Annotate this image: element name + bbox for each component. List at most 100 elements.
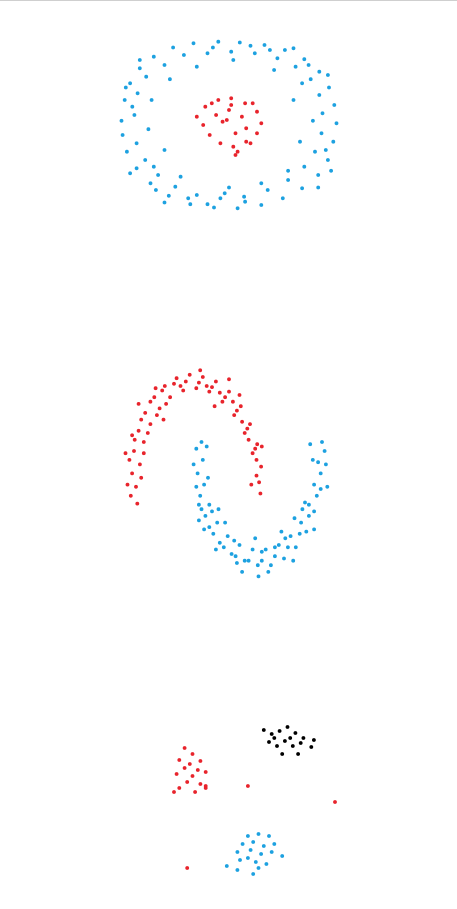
scatter-point-panel0-series0-46: [286, 178, 290, 182]
scatter-point-panel1-series0-47: [155, 413, 159, 417]
scatter-point-panel2-series2-9: [259, 852, 263, 856]
scatter-point-panel1-series0-43: [253, 446, 258, 451]
scatter-point-panel0-series0-60: [259, 181, 264, 186]
scatter-point-panel1-series1-28: [312, 482, 316, 487]
scatter-point-panel1-series0-5: [152, 395, 157, 400]
scatter-point-panel1-series1-37: [255, 563, 260, 568]
scatter-point-panel1-series0-59: [198, 368, 203, 373]
scatter-point-panel1-series1-34: [217, 540, 222, 545]
scatter-point-panel0-series0-64: [311, 118, 315, 123]
scatter-point-panel0-series1-13: [214, 113, 219, 117]
scatter-point-panel0-series1-22: [235, 149, 240, 154]
scatter-point-panel0-series0-62: [178, 174, 183, 179]
scatter-point-panel2-series2-18: [246, 856, 250, 860]
scatter-point-panel0-series0-61: [227, 185, 231, 190]
scatter-point-panel2-series1-13: [193, 790, 198, 794]
scatter-point-panel0-series0-52: [156, 173, 161, 177]
scatter-point-panel2-series0-2: [277, 729, 282, 733]
scatter-point-panel0-series0-49: [218, 196, 223, 201]
scatter-point-panel2-series2-15: [224, 864, 229, 868]
scatter-point-panel0-series0-83: [211, 45, 215, 50]
scatter-point-panel1-series0-9: [200, 375, 205, 379]
scatter-point-panel1-series1-41: [304, 529, 309, 534]
scatter-point-panel0-series0-51: [173, 184, 178, 189]
scatter-point-panel1-series0-27: [242, 431, 247, 435]
scatter-point-panel0-series1-10: [218, 141, 223, 146]
scatter-point-panel1-series0-48: [178, 384, 183, 388]
scatter-point-panel1-series1-12: [307, 514, 311, 518]
scatter-point-panel1-series1-71: [197, 518, 201, 523]
scatter-point-panel2-series1-10: [185, 780, 190, 784]
scatter-point-panel2-series1-19: [185, 866, 190, 870]
scatter-point-panel1-series1-39: [282, 556, 286, 561]
scatter-point-panel1-series1-73: [256, 574, 261, 579]
scatter-point-panel1-series0-19: [148, 422, 153, 426]
scatter-point-panel1-series0-13: [248, 422, 252, 426]
scatter-point-panel0-series0-32: [144, 74, 149, 79]
scatter-point-panel1-series0-30: [125, 482, 130, 487]
scatter-point-panel1-series1-19: [215, 520, 220, 525]
scatter-point-panel0-series0-17: [326, 158, 330, 162]
scatter-point-panel0-series0-15: [334, 121, 339, 126]
scatter-point-panel1-series0-36: [172, 381, 176, 386]
scatter-point-panel2-series0-6: [312, 738, 316, 742]
scatter-point-panel1-series1-63: [320, 440, 324, 444]
top-border-line: [0, 0, 457, 1]
scatter-point-panel1-series1-33: [207, 525, 212, 529]
scatter-point-panel0-series0-22: [235, 206, 240, 211]
scatter-point-panel2-series0-13: [280, 752, 285, 756]
scatter-point-panel0-series1-8: [244, 139, 249, 144]
scatter-point-panel0-series1-15: [240, 114, 244, 119]
scatter-point-panel1-series0-15: [259, 464, 263, 469]
scatter-point-panel1-series1-16: [200, 458, 205, 462]
scatter-point-panel1-series1-4: [211, 531, 216, 536]
scatter-point-panel0-series0-88: [300, 81, 304, 86]
scatter-point-panel1-series1-11: [297, 531, 302, 536]
scatter-point-panel0-series0-74: [231, 58, 236, 62]
scatter-point-panel0-series0-14: [332, 103, 337, 107]
scatter-point-panel0-series0-2: [128, 81, 133, 86]
scatter-point-panel0-series0-10: [283, 48, 287, 52]
scatter-point-panel1-series1-68: [235, 561, 239, 565]
scatter-point-panel2-series1-18: [333, 800, 337, 804]
scatter-point-panel1-series0-61: [259, 444, 264, 449]
scatter-point-panel2-series1-7: [174, 772, 179, 776]
scatter-point-panel0-series0-40: [308, 77, 313, 82]
scatter-point-panel2-series0-3: [285, 725, 290, 729]
scatter-point-panel1-series0-7: [174, 376, 179, 381]
scatter-point-panel0-series0-13: [327, 85, 331, 90]
scatter-point-panel1-series0-64: [212, 404, 217, 409]
scatter-point-panel1-series0-29: [254, 473, 259, 478]
scatter-point-panel1-series0-51: [246, 437, 251, 442]
scatter-point-panel1-series1-58: [197, 502, 201, 507]
scatter-point-panel1-series1-60: [253, 536, 258, 541]
scatter-point-panel1-series0-52: [145, 431, 150, 435]
scatter-point-panel1-series0-68: [136, 402, 141, 406]
scatter-point-panel1-series0-16: [134, 484, 138, 489]
scatter-point-panel0-series0-28: [125, 149, 129, 154]
scatter-point-panel1-series0-31: [127, 458, 132, 462]
scatter-point-panel2-series2-6: [272, 842, 277, 846]
scatter-point-panel1-series1-20: [225, 534, 230, 538]
scatter-point-panel0-series0-84: [316, 185, 321, 190]
scatter-point-panel0-series0-16: [331, 139, 336, 144]
scatter-point-panel1-series1-30: [191, 462, 196, 467]
scatter-point-panel1-series0-44: [257, 480, 261, 485]
scatter-point-panel0-series0-78: [291, 46, 296, 51]
scatter-point-panel1-series0-28: [250, 451, 255, 456]
scatter-point-panel0-series1-6: [259, 121, 264, 126]
scatter-point-panel1-series1-25: [288, 534, 293, 538]
scatter-point-panel0-series0-75: [222, 191, 227, 196]
scatter-point-panel1-series1-31: [194, 484, 199, 489]
scatter-point-panel1-series0-49: [204, 384, 209, 388]
scatter-point-panel1-series1-13: [314, 493, 319, 498]
scatter-point-panel2-series1-2: [177, 758, 182, 762]
scatter-point-panel0-series1-23: [224, 118, 229, 122]
scatter-point-panel2-series1-17: [246, 784, 250, 788]
scatter-point-panel1-series0-67: [123, 451, 128, 456]
scatter-point-panel1-series1-9: [273, 554, 277, 559]
scatter-point-panel2-series1-5: [182, 766, 187, 770]
scatter-point-panel0-series0-20: [280, 196, 285, 201]
scatter-point-panel0-series1-21: [250, 101, 255, 106]
scatter-point-panel1-series0-3: [136, 428, 141, 433]
